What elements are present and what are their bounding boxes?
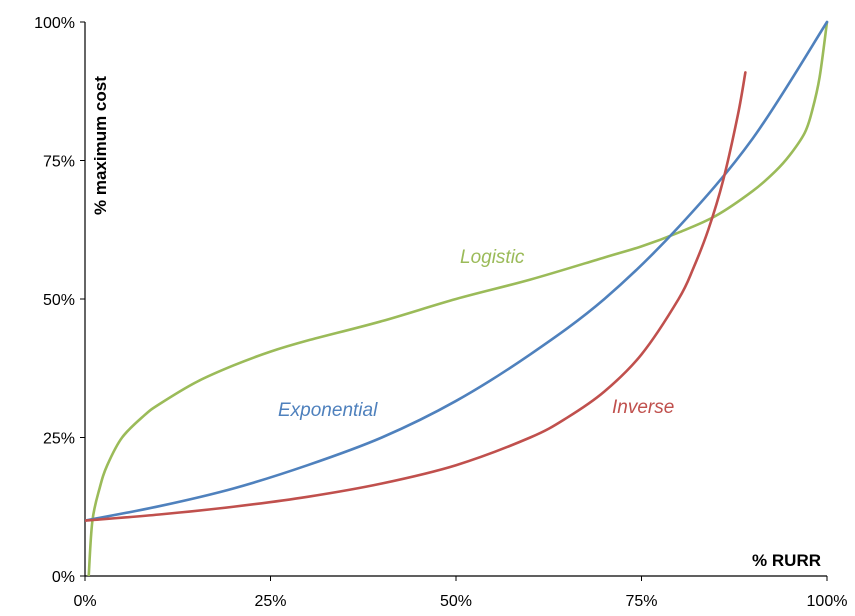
y-axis-title: % maximum cost (91, 76, 110, 215)
series-line-inverse (85, 71, 747, 522)
series-labels: Logistic Exponential Inverse (278, 247, 674, 421)
series-line-exponential (85, 20, 829, 522)
y-tick-label: 0% (52, 569, 75, 586)
series-lines (85, 20, 829, 576)
series-label-logistic: Logistic (460, 247, 525, 268)
y-tick-label: 50% (43, 292, 75, 309)
x-tick-labels: 0% 25% 50% 75% 100% (73, 593, 847, 610)
x-tick-label: 0% (73, 593, 96, 610)
y-tick-label: 75% (43, 154, 75, 171)
x-tick-label: 75% (625, 593, 657, 610)
x-tick-marks (84, 576, 828, 581)
series-label-inverse: Inverse (612, 397, 674, 418)
series-label-exponential: Exponential (278, 400, 378, 421)
x-tick-label: 50% (440, 593, 472, 610)
series-line-logistic (87, 20, 829, 576)
y-tick-label: 25% (43, 431, 75, 448)
x-tick-label: 100% (807, 593, 848, 610)
y-tick-labels: 0% 25% 50% 75% 100% (34, 15, 75, 586)
y-tick-label: 100% (34, 15, 75, 32)
x-tick-label: 25% (254, 593, 286, 610)
axes: 0% 25% 50% 75% 100% 0% 25% 50% 75% 100% (34, 15, 847, 610)
y-tick-marks (80, 21, 85, 577)
x-axis-title: % RURR (752, 551, 821, 570)
